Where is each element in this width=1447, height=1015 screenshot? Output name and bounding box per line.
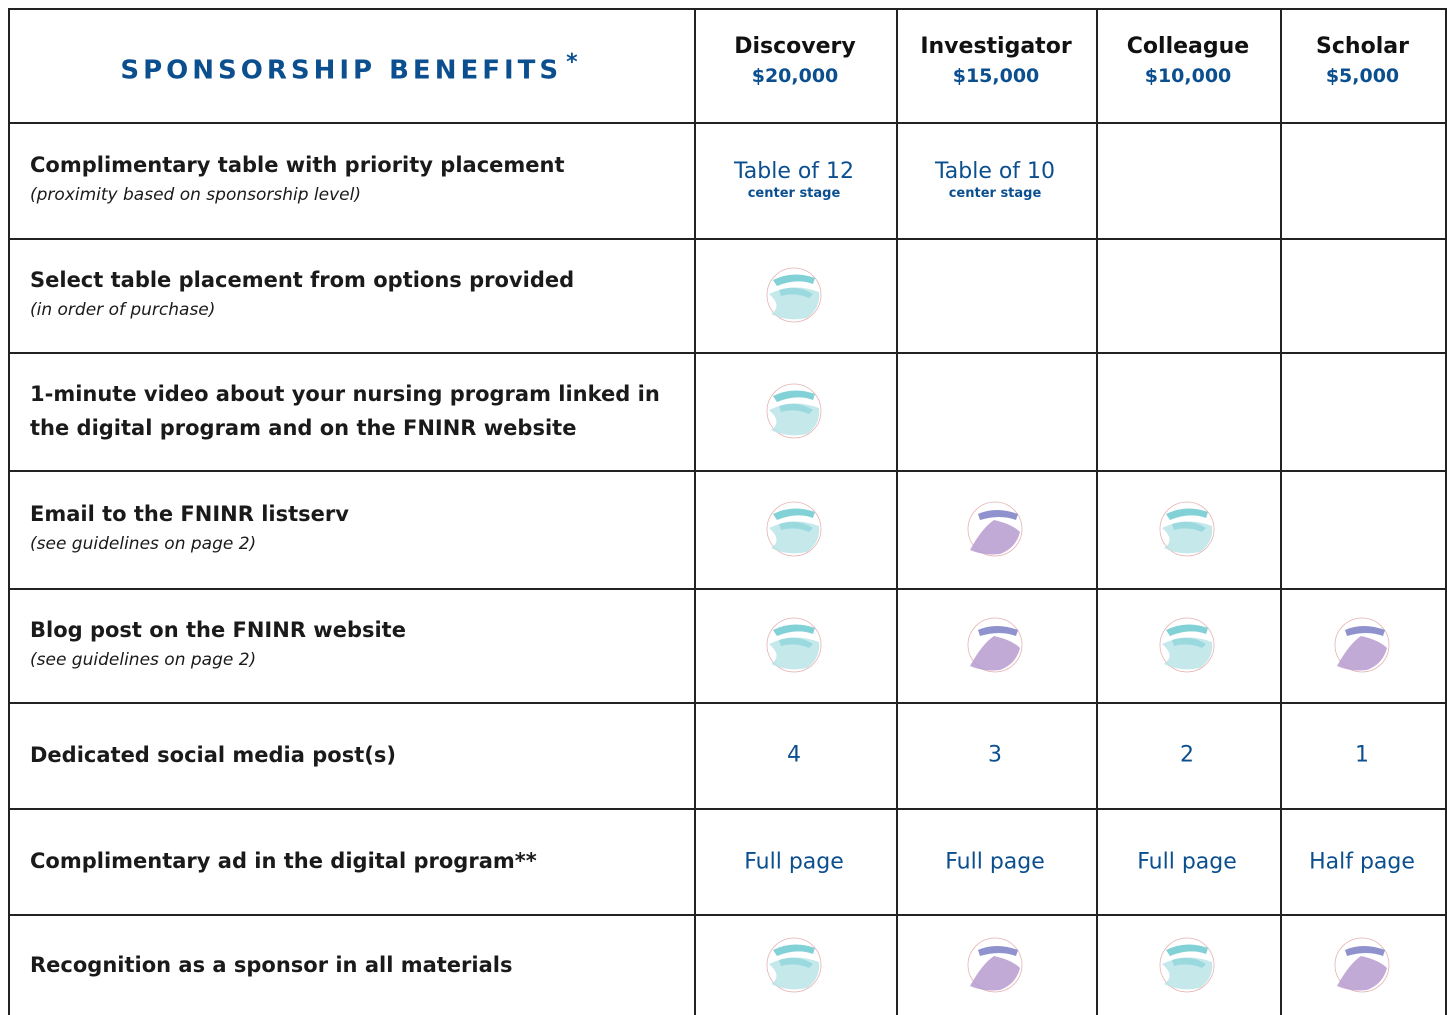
- benefit-note: (see guidelines on page 2): [30, 650, 257, 670]
- benefit: Dedicated social media post(s): [30, 738, 680, 772]
- benefit-title: 1-minute video about your nursing progra…: [30, 382, 660, 440]
- included-icon: [1156, 934, 1218, 996]
- benefit-title: Dedicated social media post(s): [30, 743, 396, 767]
- cell-text: 1: [1355, 742, 1369, 768]
- benefit: Complimentary ad in the digital program*…: [30, 844, 680, 878]
- cell-text: 2: [1180, 742, 1194, 768]
- benefit: Recognition as a sponsor in all material…: [30, 948, 680, 982]
- level-header: Scholar $5,000: [1280, 34, 1445, 87]
- level-name: Scholar: [1316, 34, 1409, 59]
- rule: [1445, 8, 1447, 1015]
- benefit: Complimentary table with priority placem…: [30, 148, 680, 208]
- rule: [694, 8, 696, 1015]
- rule: [8, 122, 1447, 124]
- level-header: Colleague $10,000: [1096, 34, 1280, 87]
- benefit-title: Select table placement from options prov…: [30, 268, 575, 292]
- cell: Table of 10 center stage: [935, 159, 1055, 201]
- cell-text: 3: [988, 742, 1002, 768]
- rule: [8, 808, 1447, 810]
- benefit: 1-minute video about your nursing progra…: [30, 377, 680, 445]
- cell-text: Table of 10: [934, 159, 1056, 184]
- included-icon: [1156, 498, 1218, 560]
- rule: [8, 8, 10, 1015]
- benefit-title: Recognition as a sponsor in all material…: [30, 953, 513, 977]
- included-icon: [763, 934, 825, 996]
- rule: [1280, 8, 1282, 1015]
- cell-text: 4: [787, 742, 801, 768]
- level-price: $5,000: [1325, 65, 1400, 87]
- cell-text: Table of 12: [733, 159, 855, 184]
- included-icon: [763, 498, 825, 560]
- title-text: SPONSORSHIP BENEFITS: [120, 55, 563, 86]
- rule: [8, 8, 1447, 10]
- rule: [896, 8, 898, 1015]
- included-icon: [1331, 614, 1393, 676]
- included-icon: [763, 614, 825, 676]
- included-icon: [763, 264, 825, 326]
- cell-sub: center stage: [747, 186, 841, 201]
- cell-text: Full page: [1137, 849, 1237, 875]
- benefit-title: Email to the FNINR listserv: [30, 502, 349, 526]
- benefit-title: Complimentary ad in the digital program*…: [30, 849, 537, 873]
- rule: [8, 702, 1447, 704]
- rule: [1096, 8, 1098, 1015]
- level-price: $15,000: [952, 65, 1040, 87]
- level-price: $20,000: [751, 65, 839, 87]
- level-price: $10,000: [1144, 65, 1232, 87]
- benefit-note: (in order of purchase): [30, 300, 216, 320]
- benefit-note: (proximity based on sponsorship level): [30, 185, 361, 205]
- cell-text: Full page: [945, 849, 1045, 875]
- benefit: Select table placement from options prov…: [30, 263, 680, 323]
- included-icon: [964, 934, 1026, 996]
- included-icon: [1156, 614, 1218, 676]
- rule: [8, 470, 1447, 472]
- rule: [8, 352, 1447, 354]
- cell-sub: center stage: [948, 186, 1042, 201]
- level-name: Colleague: [1126, 34, 1250, 59]
- benefit-title: Blog post on the FNINR website: [30, 618, 406, 642]
- asterisk: *: [566, 50, 582, 75]
- benefit-title: Complimentary table with priority placem…: [30, 153, 565, 177]
- level-name: Discovery: [734, 34, 856, 59]
- level-header: Investigator $15,000: [896, 34, 1096, 87]
- level-header: Discovery $20,000: [694, 34, 896, 87]
- cell-text: Half page: [1309, 849, 1415, 875]
- benefit-note: (see guidelines on page 2): [30, 534, 257, 554]
- included-icon: [964, 498, 1026, 560]
- included-icon: [1331, 934, 1393, 996]
- table-title: SPONSORSHIP BENEFITS *: [8, 50, 694, 86]
- included-icon: [763, 380, 825, 442]
- rule: [8, 238, 1447, 240]
- rule: [8, 914, 1447, 916]
- level-name: Investigator: [920, 34, 1072, 59]
- included-icon: [964, 614, 1026, 676]
- benefit: Email to the FNINR listserv (see guidelin…: [30, 497, 680, 557]
- benefit: Blog post on the FNINR website (see guide…: [30, 613, 680, 673]
- cell-text: Full page: [744, 849, 844, 875]
- rule: [8, 588, 1447, 590]
- cell: Table of 12 center stage: [734, 159, 854, 201]
